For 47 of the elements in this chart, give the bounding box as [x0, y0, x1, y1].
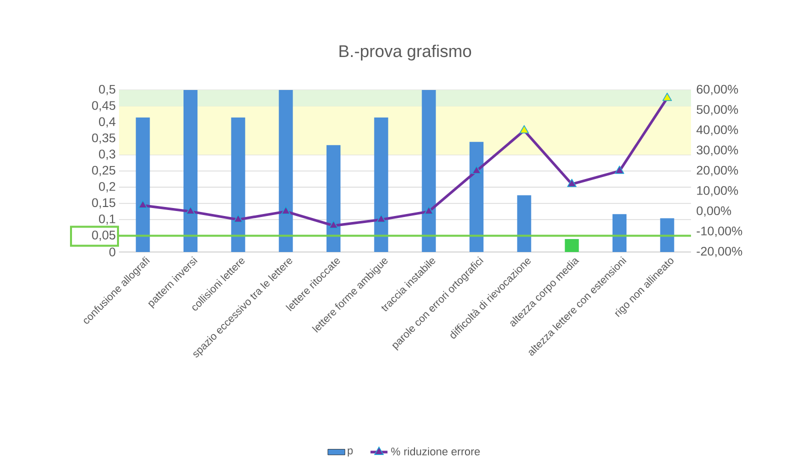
point	[662, 92, 672, 101]
y2-tick-label: 40,00%	[696, 125, 738, 136]
y-tick-label: 0,4	[98, 117, 116, 128]
point	[614, 166, 624, 174]
y-tick-label: 0,3	[98, 150, 116, 160]
y-tick-label: 0,1	[98, 214, 116, 225]
legend-label: p	[348, 448, 353, 457]
bar	[278, 90, 293, 252]
point	[472, 166, 482, 174]
y-tick-label: 0	[109, 248, 116, 256]
y2-tick-label: 0,00%	[696, 206, 732, 217]
point	[328, 220, 338, 229]
y-tick-label: 0,45	[92, 101, 116, 112]
y2-tick-label: 50,00%	[696, 105, 738, 116]
bar	[612, 214, 627, 252]
point	[281, 206, 291, 214]
chart-title: B.-prova grafismo	[340, 44, 472, 61]
bar	[374, 118, 388, 252]
y-tick-label: 0,35	[92, 133, 116, 144]
point	[424, 206, 434, 214]
y2-tick-label: -10,00%	[696, 226, 742, 237]
bar	[517, 195, 532, 252]
y2-tick-label: 30,00%	[696, 146, 738, 156]
y-tick-label: 0,2	[98, 182, 116, 192]
bar	[564, 239, 579, 252]
bar	[136, 118, 150, 252]
y-tick-label: 0,15	[92, 198, 116, 209]
y-tick-label: 0,05	[92, 230, 116, 241]
point	[567, 178, 577, 188]
bar	[231, 118, 246, 252]
point	[138, 200, 148, 208]
bar	[660, 218, 674, 252]
y2-tick-label: 20,00%	[696, 166, 738, 176]
point	[519, 125, 529, 134]
point	[376, 214, 386, 222]
y2-tick-label: 10,00%	[697, 186, 738, 196]
bar	[422, 90, 436, 252]
y2-tick-label: -20,00%	[696, 246, 742, 258]
point	[233, 214, 243, 222]
y-tick-label: 0,25	[92, 166, 116, 176]
legend-label: % riduzione errore	[391, 447, 480, 456]
bar	[184, 90, 198, 252]
bar	[326, 145, 341, 252]
y2-tick-label: 60,00%	[696, 84, 738, 96]
point	[186, 206, 196, 214]
y-tick-label: 0,5	[98, 84, 116, 96]
bar	[470, 142, 484, 252]
